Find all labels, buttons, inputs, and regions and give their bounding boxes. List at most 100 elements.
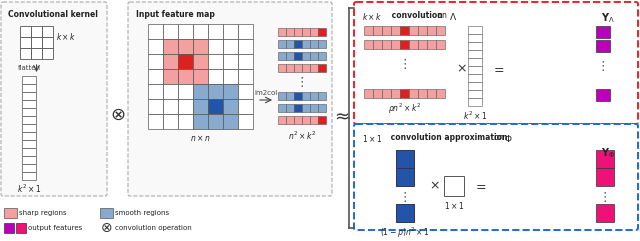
Text: on: on [435, 11, 449, 20]
Text: smooth regions: smooth regions [115, 210, 169, 216]
Text: $\Phi$: $\Phi$ [504, 133, 513, 144]
Bar [163, 39, 178, 54]
Bar [238, 54, 253, 69]
Text: $k\times k$: $k\times k$ [56, 32, 76, 42]
Bar [286, 52, 294, 60]
Bar [310, 40, 318, 48]
Text: convolution approximation: convolution approximation [388, 133, 508, 142]
Bar [364, 40, 373, 49]
Bar [193, 99, 208, 114]
Bar [178, 69, 193, 84]
Text: $(1-\rho)n^2\times 1$: $(1-\rho)n^2\times 1$ [380, 226, 429, 241]
Bar [22, 132, 36, 140]
Bar [22, 84, 36, 92]
Bar [468, 98, 482, 106]
Bar [286, 92, 294, 100]
Bar [596, 150, 614, 168]
Text: flatten: flatten [18, 65, 41, 71]
Bar [364, 89, 373, 98]
Bar [223, 84, 238, 99]
Bar [31, 26, 42, 37]
Bar [208, 99, 223, 114]
Bar [22, 148, 36, 156]
Bar [318, 40, 326, 48]
Bar [310, 116, 318, 124]
Bar [286, 104, 294, 112]
Text: $=$: $=$ [491, 62, 505, 75]
Bar [178, 84, 193, 99]
Bar [22, 124, 36, 132]
Bar [208, 69, 223, 84]
Bar [468, 58, 482, 66]
Text: $=$: $=$ [473, 180, 487, 193]
Bar [193, 69, 208, 84]
Bar [42, 26, 53, 37]
Bar [294, 28, 302, 36]
Text: ⋮: ⋮ [599, 191, 611, 204]
Bar [238, 24, 253, 39]
Text: ⋮: ⋮ [398, 58, 411, 71]
Text: sharp regions: sharp regions [19, 210, 67, 216]
Bar [400, 26, 409, 35]
Bar [302, 104, 310, 112]
Bar [178, 114, 193, 129]
Bar [22, 108, 36, 116]
Bar [278, 104, 286, 112]
Bar [396, 150, 414, 168]
Bar [223, 24, 238, 39]
FancyBboxPatch shape [1, 2, 107, 196]
Bar [22, 92, 36, 100]
FancyBboxPatch shape [354, 2, 638, 124]
Text: $\otimes$: $\otimes$ [110, 106, 125, 124]
Bar [400, 40, 409, 49]
Bar [163, 99, 178, 114]
Bar [148, 99, 163, 114]
Bar [148, 24, 163, 39]
Bar [16, 223, 26, 233]
Bar [22, 76, 36, 84]
Bar [596, 168, 614, 186]
Bar [294, 40, 302, 48]
Bar [31, 37, 42, 48]
Bar [22, 140, 36, 148]
Bar [373, 26, 382, 35]
Text: ⋮: ⋮ [296, 76, 308, 89]
Bar [396, 168, 414, 186]
Bar [286, 64, 294, 72]
Bar [364, 26, 373, 35]
Bar [418, 40, 427, 49]
Bar [373, 89, 382, 98]
Bar [208, 39, 223, 54]
Bar [409, 40, 418, 49]
Bar [468, 66, 482, 74]
Bar [22, 172, 36, 180]
Bar [238, 39, 253, 54]
Bar [294, 92, 302, 100]
Bar [4, 223, 14, 233]
Bar [409, 89, 418, 98]
Bar [436, 40, 445, 49]
Bar [148, 114, 163, 129]
Bar [193, 84, 208, 99]
Bar [444, 176, 464, 196]
Bar [418, 89, 427, 98]
Bar [382, 26, 391, 35]
Bar [148, 69, 163, 84]
Bar [193, 54, 208, 69]
Bar [223, 54, 238, 69]
Bar [286, 40, 294, 48]
Bar [318, 116, 326, 124]
Bar [302, 116, 310, 124]
Bar [318, 104, 326, 112]
Bar [163, 54, 178, 69]
Bar [382, 40, 391, 49]
Bar [278, 28, 286, 36]
Bar [20, 37, 31, 48]
Text: Input feature map: Input feature map [136, 10, 215, 19]
Bar [42, 37, 53, 48]
Bar [409, 26, 418, 35]
Bar [278, 116, 286, 124]
Bar [278, 52, 286, 60]
Bar [302, 92, 310, 100]
Text: ⋮: ⋮ [399, 191, 412, 204]
